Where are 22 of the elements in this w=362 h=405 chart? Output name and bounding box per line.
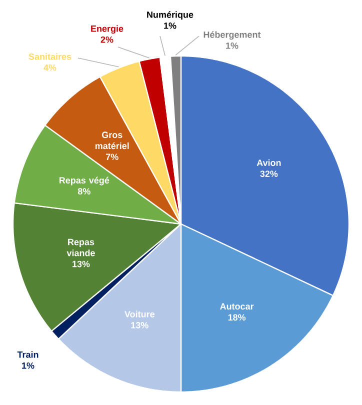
- data-label: 8%: [78, 188, 90, 195]
- slice-label: Hébergement: [204, 31, 261, 40]
- data-label: 13%: [72, 260, 90, 268]
- slice-label: Voiture: [124, 310, 154, 318]
- data-label: 7%: [106, 154, 118, 160]
- data-label: 4%: [44, 64, 56, 71]
- data-label: 32%: [260, 170, 278, 177]
- slice-label: Sanitaires: [28, 53, 72, 60]
- slice-label: Repas végé: [59, 176, 110, 186]
- slice-label: Repas viande: [66, 238, 95, 256]
- data-label: 1%: [22, 362, 34, 369]
- data-label: 13%: [131, 322, 148, 328]
- slice-label: Avion: [256, 159, 281, 166]
- data-label: 1%: [164, 22, 176, 29]
- data-label: 2%: [100, 36, 114, 43]
- data-label: 1%: [226, 42, 238, 49]
- slice-label: Autocar: [220, 303, 254, 310]
- slice-label: Train: [17, 351, 38, 358]
- slice-label: Energie: [91, 25, 124, 34]
- data-label: 18%: [228, 314, 246, 321]
- slice-label: Numérique: [147, 11, 194, 20]
- slice-label: Gros matériel: [95, 132, 129, 150]
